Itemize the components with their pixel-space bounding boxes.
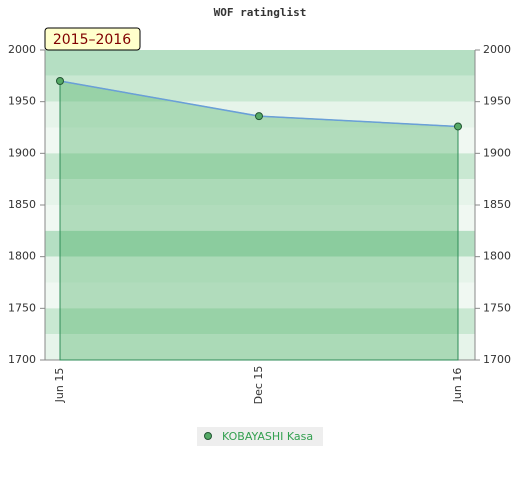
- y-tick-label: 1950: [8, 95, 36, 108]
- background-stripe: [45, 282, 475, 309]
- legend: [197, 427, 323, 446]
- y2-tick-label: 1850: [483, 198, 511, 211]
- x-tick-label: Jun 16: [451, 368, 464, 404]
- background-stripe: [45, 205, 475, 231]
- background-stripe: [45, 127, 475, 154]
- point: [56, 77, 64, 85]
- legend-marker: [204, 432, 212, 440]
- y-tick-label: 1700: [8, 353, 36, 366]
- y2-tick-label: 1700: [483, 353, 511, 366]
- annotation-box: [44, 27, 141, 51]
- y2-tick-label: 1800: [483, 250, 511, 263]
- point: [255, 112, 263, 121]
- y-tick-label: 1750: [8, 301, 36, 314]
- background-stripe: [45, 308, 475, 335]
- legend-label: KOBAYASHI Kasa: [222, 430, 313, 443]
- y2-tick-label: 1750: [483, 301, 511, 314]
- y2-tick-label: 1900: [483, 146, 511, 159]
- x-tick-label: Dec 15: [252, 366, 265, 405]
- y-tick-label: 1900: [8, 146, 36, 159]
- y-tick-label: 1850: [8, 198, 36, 211]
- y-tick-label: 2000: [8, 43, 36, 56]
- y2-tick-label: 2000: [483, 43, 511, 56]
- background-stripe: [45, 179, 475, 205]
- background-stripe: [45, 50, 475, 76]
- y2-tick-label: 1950: [483, 95, 511, 108]
- background-stripe: [45, 75, 475, 102]
- y-tick-label: 1800: [8, 250, 36, 263]
- x-tick-label: Jun 15: [53, 368, 66, 404]
- point: [454, 122, 462, 131]
- plot-area: [45, 50, 475, 360]
- background-stripe: [45, 334, 475, 360]
- annotation: 2015–2016: [53, 32, 131, 48]
- background-stripe: [45, 153, 475, 180]
- background-stripe: [45, 256, 475, 283]
- background-stripe: [45, 230, 475, 257]
- chart-title: WOF ratinglist: [214, 6, 307, 19]
